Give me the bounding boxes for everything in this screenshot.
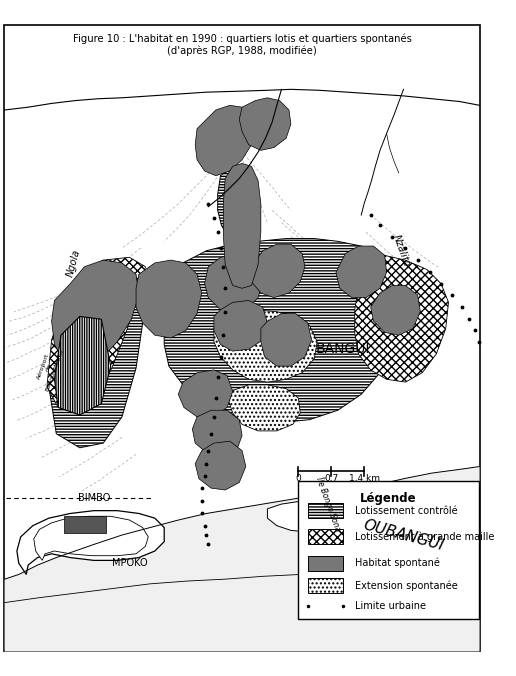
- Bar: [298, 481, 478, 619]
- Bar: [308, 556, 344, 571]
- Text: Aéroport
de
Bangui-Mpoko: Aéroport de Bangui-Mpoko: [33, 344, 64, 392]
- Bar: [308, 529, 344, 544]
- Text: Île Bongo Sona: Île Bongo Sona: [314, 475, 343, 533]
- Polygon shape: [49, 267, 146, 448]
- Text: BIMBO: BIMBO: [77, 493, 110, 502]
- Polygon shape: [195, 441, 246, 490]
- Polygon shape: [5, 466, 479, 652]
- Text: Figure 10 : L'habitat en 1990 : quartiers lotis et quartiers spontanés: Figure 10 : L'habitat en 1990 : quartier…: [73, 34, 412, 45]
- Text: 0,7: 0,7: [324, 474, 338, 483]
- Polygon shape: [336, 246, 386, 297]
- Polygon shape: [192, 410, 242, 457]
- Polygon shape: [229, 385, 300, 431]
- Text: 0: 0: [296, 474, 301, 483]
- Polygon shape: [218, 166, 258, 237]
- Polygon shape: [136, 260, 202, 338]
- Polygon shape: [214, 300, 267, 351]
- Bar: [308, 578, 344, 594]
- Text: Ngola: Ngola: [64, 248, 82, 278]
- Text: Légende: Légende: [360, 492, 417, 505]
- Polygon shape: [34, 516, 148, 560]
- Polygon shape: [223, 164, 261, 288]
- Polygon shape: [52, 260, 139, 366]
- Polygon shape: [251, 244, 305, 297]
- Polygon shape: [214, 310, 317, 382]
- Text: 1,4 km: 1,4 km: [349, 474, 380, 483]
- Text: Habitat spontané: Habitat spontané: [354, 558, 440, 569]
- Polygon shape: [267, 502, 336, 532]
- Polygon shape: [370, 285, 421, 335]
- Polygon shape: [164, 239, 406, 422]
- Polygon shape: [195, 105, 255, 176]
- Polygon shape: [261, 314, 312, 366]
- Polygon shape: [142, 293, 186, 333]
- Polygon shape: [179, 370, 233, 417]
- Bar: [64, 516, 106, 533]
- Polygon shape: [17, 510, 164, 575]
- Polygon shape: [239, 98, 291, 150]
- Polygon shape: [204, 254, 263, 314]
- Polygon shape: [47, 258, 146, 413]
- Text: Nzalito: Nzalito: [391, 233, 412, 268]
- Text: Lotissement contrôlé: Lotissement contrôlé: [354, 506, 457, 516]
- Polygon shape: [54, 316, 111, 415]
- Text: BANGUI: BANGUI: [315, 342, 369, 356]
- Text: MPOKO: MPOKO: [111, 558, 147, 569]
- Text: (d'après RGP, 1988, modifiée): (d'après RGP, 1988, modifiée): [167, 45, 317, 55]
- Bar: [308, 503, 344, 518]
- Polygon shape: [354, 256, 448, 382]
- Text: Lotissement à grande maille: Lotissement à grande maille: [354, 532, 494, 542]
- Text: Limite urbaine: Limite urbaine: [354, 602, 426, 611]
- Text: Extension spontanée: Extension spontanée: [354, 581, 458, 591]
- Text: OUBANGUI: OUBANGUI: [362, 517, 445, 553]
